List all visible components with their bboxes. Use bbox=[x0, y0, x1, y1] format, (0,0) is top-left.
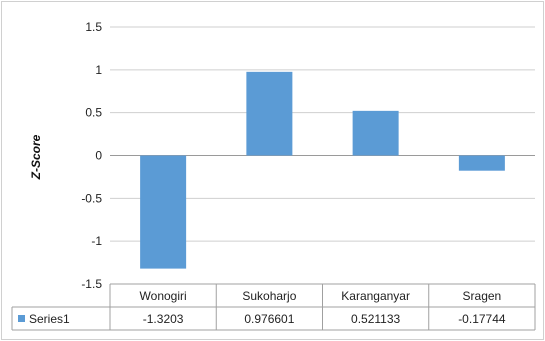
data-value: -0.17744 bbox=[458, 312, 506, 326]
y-tick-label: 1 bbox=[95, 63, 102, 77]
y-axis-label: Z-Score bbox=[29, 134, 43, 180]
legend-swatch bbox=[18, 315, 25, 322]
category-label: Sukoharjo bbox=[242, 289, 296, 303]
y-axis-ticks: 1.5 1 0.5 0 -0.5 -1 -1.5 bbox=[81, 20, 102, 291]
bar bbox=[458, 155, 505, 171]
bar bbox=[352, 110, 399, 156]
data-value: 0.976601 bbox=[244, 312, 294, 326]
data-table: Wonogiri Sukoharjo Karanganyar Sragen Series… bbox=[11, 283, 536, 331]
bar bbox=[246, 71, 293, 156]
data-value: -1.3203 bbox=[143, 312, 184, 326]
category-label: Wonogiri bbox=[140, 289, 187, 303]
category-label: Karanganyar bbox=[341, 289, 410, 303]
y-tick-label: -1 bbox=[91, 234, 102, 248]
category-label: Sragen bbox=[463, 289, 502, 303]
data-value: 0.521133 bbox=[351, 312, 400, 326]
y-tick-label: 0.5 bbox=[85, 106, 102, 120]
y-tick-label: 1.5 bbox=[85, 20, 102, 34]
bar bbox=[140, 155, 187, 269]
y-tick-label: 0 bbox=[95, 149, 102, 163]
y-tick-label: -0.5 bbox=[81, 191, 102, 205]
y-tick-label: -1.5 bbox=[81, 277, 102, 291]
series-name: Series1 bbox=[29, 312, 70, 326]
bars bbox=[140, 71, 505, 269]
